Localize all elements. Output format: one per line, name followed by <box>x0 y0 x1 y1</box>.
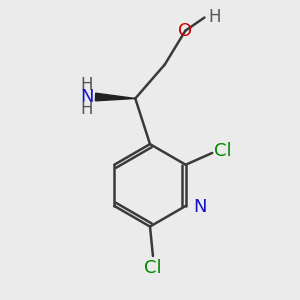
Text: H: H <box>80 76 93 94</box>
Text: Cl: Cl <box>214 142 231 160</box>
Polygon shape <box>95 93 135 101</box>
Text: O: O <box>178 22 192 40</box>
Text: H: H <box>208 8 220 26</box>
Text: N: N <box>193 198 207 216</box>
Text: N: N <box>80 88 93 106</box>
Text: H: H <box>80 100 93 118</box>
Text: Cl: Cl <box>144 259 162 277</box>
